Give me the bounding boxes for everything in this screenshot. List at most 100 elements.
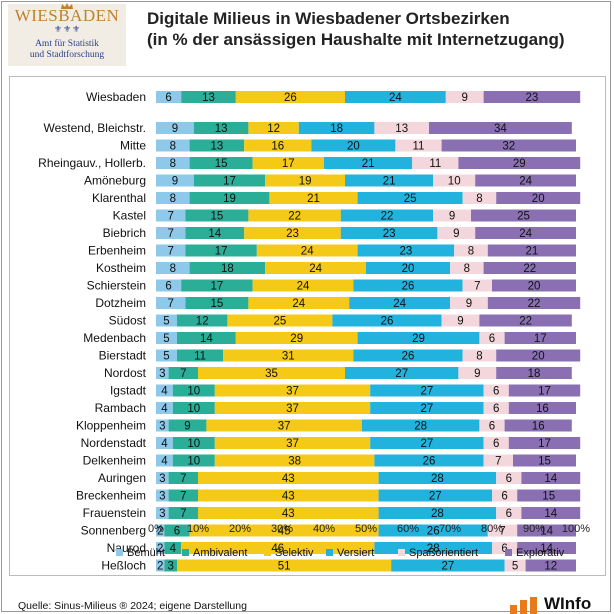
data-label: 11: [429, 158, 441, 170]
bar-segment: [462, 349, 497, 362]
data-label: 23: [286, 228, 299, 240]
data-label: 15: [211, 211, 224, 223]
data-label: 16: [271, 141, 284, 153]
bar-segment: [370, 437, 484, 449]
bar-segment: [357, 244, 455, 257]
crown-icon: [61, 3, 73, 9]
data-label: 22: [519, 316, 532, 328]
bar-segment: [370, 402, 484, 414]
data-label: 4: [161, 386, 168, 398]
data-label: 22: [288, 211, 301, 223]
data-label: 9: [449, 211, 455, 223]
bar-segment: [206, 419, 362, 432]
category-label: Frauenstein: [83, 506, 146, 520]
data-label: 19: [299, 176, 312, 188]
category-label: Kloppenheim: [76, 419, 146, 433]
data-label: 7: [499, 526, 505, 538]
bar-segment: [483, 402, 509, 414]
bar-segment: [479, 332, 505, 344]
bar-segment: [517, 489, 581, 502]
category-label: Dotzheim: [95, 296, 146, 310]
bar-segment: [156, 157, 190, 169]
legend-swatch: [326, 549, 333, 556]
data-label: 29: [290, 333, 303, 345]
data-label: 5: [163, 316, 169, 328]
bar-segment: [391, 559, 505, 572]
data-label: 46: [271, 543, 284, 555]
bar-segment: [172, 384, 215, 397]
bar-segment: [462, 192, 497, 204]
bar-segment: [181, 91, 236, 103]
bar-segment: [156, 402, 173, 414]
data-label: 9: [461, 92, 467, 104]
data-label: 25: [274, 316, 287, 328]
data-label: 7: [180, 473, 186, 485]
bar-segment: [244, 227, 341, 239]
data-label: 24: [292, 298, 305, 310]
bar-segment: [185, 297, 249, 309]
bar-segment: [156, 384, 173, 397]
bar-segment: [483, 262, 576, 274]
bar-segment: [223, 349, 354, 362]
bar-segment: [340, 227, 438, 239]
winfo-brand: WInfo: [544, 594, 592, 613]
x-tick-label: 10%: [187, 523, 209, 535]
bar-segment: [265, 174, 345, 187]
data-label: 28: [414, 421, 427, 433]
bar-segment: [168, 489, 198, 502]
data-label: 11: [194, 351, 206, 363]
data-label: 4: [161, 438, 168, 450]
bar-segment: [483, 437, 509, 449]
logo-org-line2: und Stadtforschung: [29, 50, 105, 60]
data-label: 3: [159, 491, 165, 503]
x-tick-label: 80%: [481, 523, 503, 535]
bar-segment: [492, 279, 576, 292]
data-label: 37: [278, 421, 291, 433]
data-label: 6: [174, 526, 180, 538]
bar-segment: [366, 262, 450, 274]
bar-segment: [198, 367, 345, 379]
data-label: 12: [196, 316, 209, 328]
bar-segment: [311, 139, 396, 152]
data-label: 26: [284, 92, 297, 104]
bar-segment: [433, 174, 476, 187]
data-label: 6: [506, 508, 512, 520]
data-label: 45: [278, 526, 291, 538]
bar-segment: [508, 384, 581, 397]
bar-segment: [454, 244, 488, 257]
data-label: 4: [170, 543, 177, 555]
bar-segment: [525, 559, 576, 572]
data-label: 6: [501, 491, 507, 503]
category-label: Bierstadt: [99, 349, 147, 363]
source-note: Quelle: Sinus-Milieus ® 2024; eigene Dar…: [18, 600, 247, 612]
bar-segment: [378, 472, 497, 484]
data-label: 21: [383, 176, 396, 188]
legend-swatch: [182, 549, 189, 556]
data-label: 7: [180, 491, 186, 503]
data-label: 14: [544, 508, 557, 520]
data-label: 23: [400, 246, 413, 258]
bar-segment: [177, 332, 236, 344]
data-label: 21: [307, 193, 320, 205]
category-label: Rambach: [95, 401, 146, 415]
bar-segment: [441, 314, 480, 327]
data-label: 21: [526, 246, 539, 258]
legend-label: Bemüht: [127, 547, 165, 559]
bar-segment: [450, 297, 488, 309]
data-label: 18: [221, 263, 234, 275]
data-label: 6: [489, 421, 495, 433]
data-label: 10: [187, 438, 200, 450]
data-label: 7: [167, 228, 173, 240]
category-label: Erbenheim: [88, 244, 146, 258]
bar-segment: [185, 227, 245, 239]
data-label: 23: [526, 92, 539, 104]
fleur-de-lis-icon: ⚜⚜⚜: [54, 24, 82, 34]
bar-segment: [156, 279, 182, 292]
bar-segment: [156, 139, 190, 152]
data-label: 21: [362, 158, 375, 170]
data-label: 12: [544, 561, 557, 573]
winfo-logo-icon: [510, 597, 537, 614]
bar-segment: [441, 139, 576, 152]
data-label: 4: [161, 403, 168, 415]
bar-segment: [156, 524, 165, 537]
